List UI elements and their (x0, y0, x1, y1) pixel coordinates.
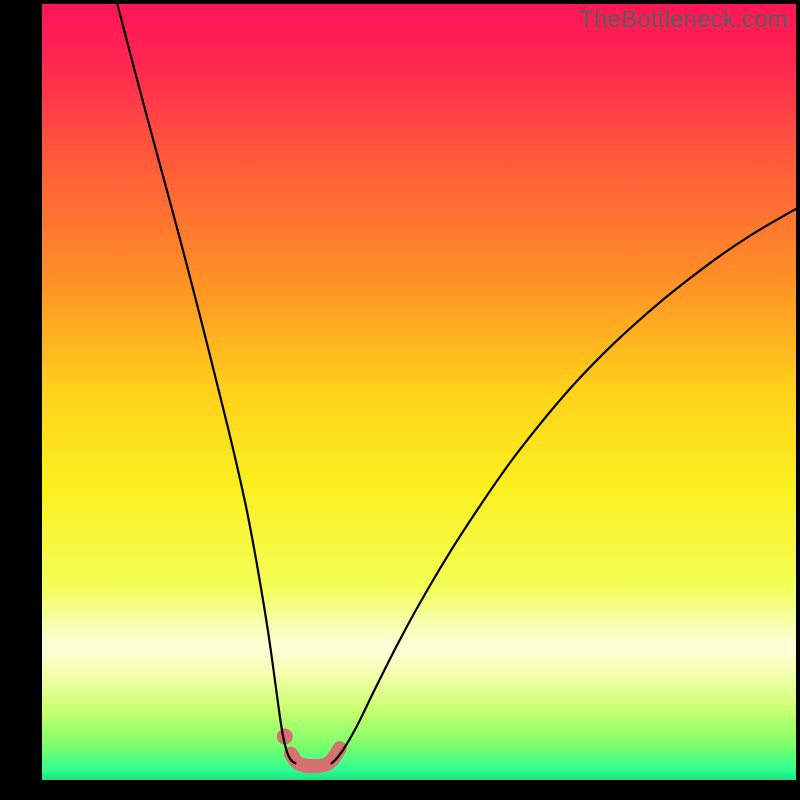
bottleneck-chart: TheBottleneck.com (0, 0, 800, 800)
chart-svg (0, 0, 800, 800)
watermark-text: TheBottleneck.com (579, 6, 788, 34)
